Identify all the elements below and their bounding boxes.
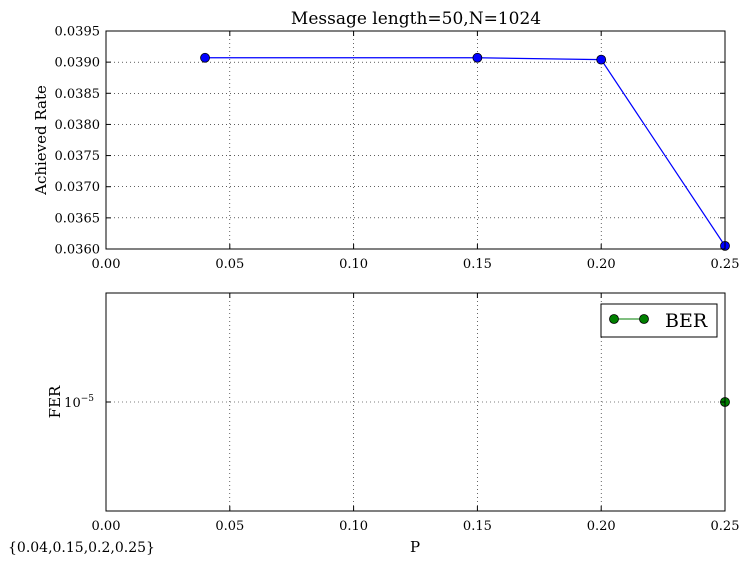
bottom-x-tick-label: 0.10 — [339, 519, 368, 534]
rate-data-point — [200, 52, 210, 63]
bottom-x-tick-label: 0.00 — [92, 519, 121, 534]
rate-plot: Message length=50,N=1024 0.00 0.05 0.10 0.1… — [32, 9, 739, 272]
bottom-y-tick-label: 10−5 — [64, 394, 94, 411]
top-ticks: 0.00 0.05 0.10 0.15 0.20 0.25 0.0360 0.0365 0.03… — [55, 25, 740, 273]
rate-data-point — [596, 54, 607, 65]
top-y-tick-label: 0.0375 — [55, 149, 101, 164]
top-x-tick-label: 0.15 — [463, 257, 492, 272]
bottom-x-tick-label: 0.05 — [215, 519, 244, 534]
bottom-ticks: 0.00 0.05 0.10 0.15 0.20 0.25 10−5 — [64, 293, 739, 534]
top-series — [200, 52, 730, 251]
bottom-x-tick-label: 0.25 — [711, 519, 740, 534]
top-x-tick-label: 0.25 — [711, 257, 740, 272]
top-plot-frame — [105, 30, 726, 250]
bottom-y-axis-label: FER — [46, 385, 64, 418]
rate-series-line — [205, 57, 726, 247]
legend-marker-right — [639, 314, 649, 324]
legend: BER — [600, 303, 718, 338]
bottom-x-tick-label: 0.20 — [587, 519, 616, 534]
top-x-tick-label: 0.10 — [339, 257, 368, 272]
top-x-tick-label: 0.00 — [92, 257, 121, 272]
top-y-tick-label: 0.0380 — [55, 118, 101, 133]
bottom-x-axis-label: P — [410, 538, 420, 556]
legend-label-ber: BER — [665, 310, 708, 332]
top-y-tick-label: 0.0360 — [55, 243, 101, 258]
top-y-tick-label: 0.0390 — [55, 56, 101, 71]
bottom-x-tick-label: 0.15 — [463, 519, 492, 534]
top-x-tick-label: 0.05 — [215, 257, 244, 272]
fer-plot: 0.00 0.05 0.10 0.15 0.20 0.25 10−5 FER P BER — [46, 292, 739, 556]
top-y-tick-label: 0.0365 — [55, 211, 101, 226]
top-y-tick-label: 0.0370 — [55, 180, 101, 195]
footer-caption: {0.04,0.15,0.2,0.25} — [8, 540, 155, 556]
legend-box — [600, 303, 718, 338]
legend-marker-left — [609, 314, 619, 324]
top-y-axis-label: Achieved Rate — [32, 85, 50, 196]
top-x-tick-label: 0.20 — [587, 257, 616, 272]
top-y-tick-label: 0.0385 — [55, 87, 101, 102]
top-chart-title: Message length=50,N=1024 — [291, 9, 541, 29]
top-grid — [105, 30, 726, 250]
rate-data-point — [472, 52, 483, 63]
top-y-tick-label: 0.0395 — [55, 25, 101, 40]
